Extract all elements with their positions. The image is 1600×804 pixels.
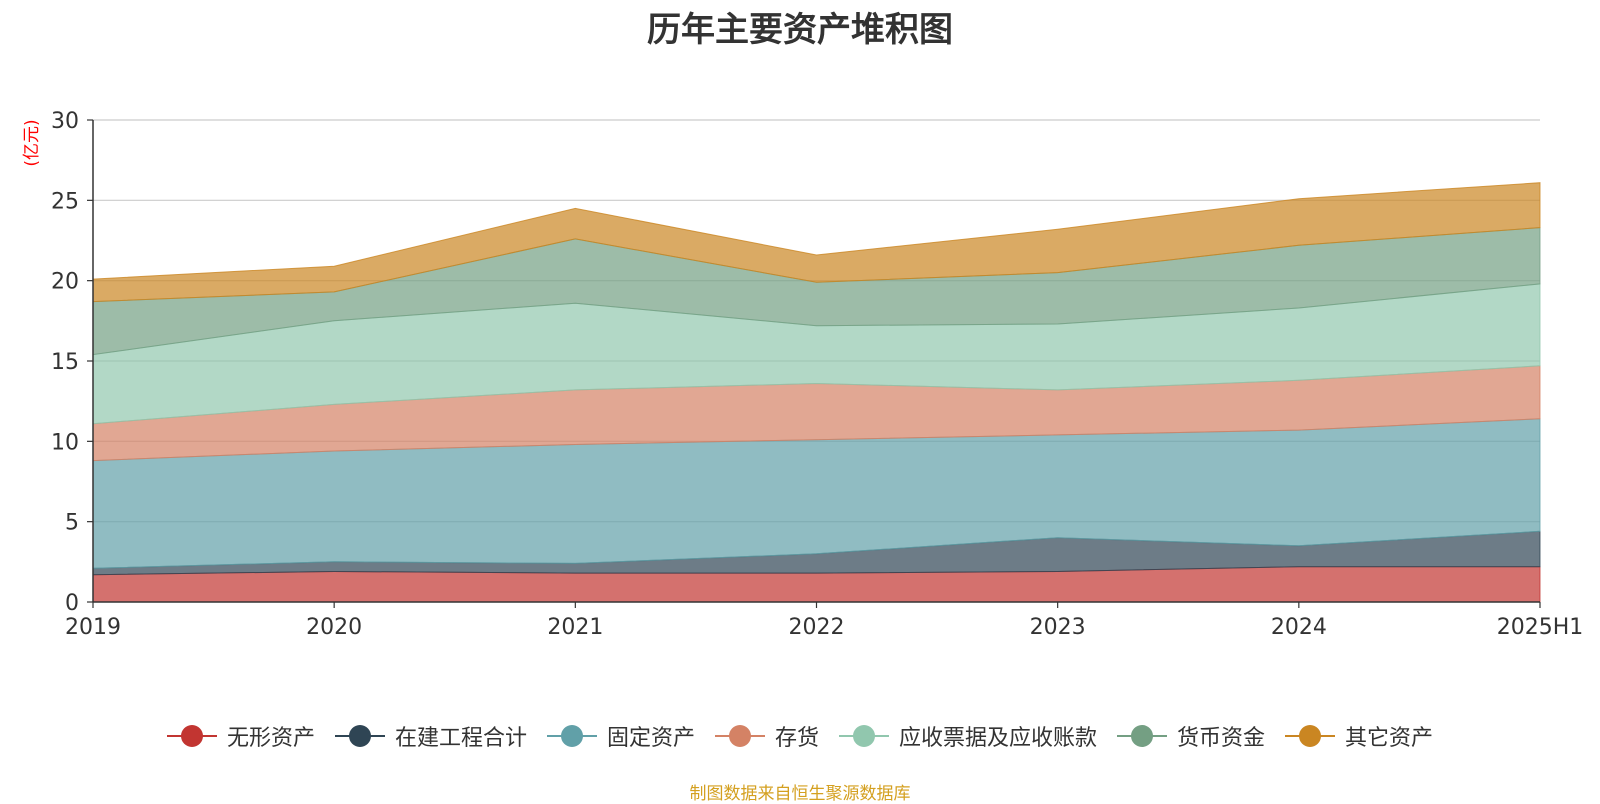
legend-item[interactable]: 货币资金 — [1117, 720, 1265, 752]
y-tick-label: 30 — [51, 109, 79, 134]
legend-marker-icon — [334, 724, 385, 748]
x-tick-label: 2021 — [547, 615, 603, 640]
legend-item[interactable]: 应收票据及应收账款 — [839, 720, 1097, 752]
legend-item[interactable]: 其它资产 — [1285, 720, 1433, 752]
y-tick-label: 5 — [65, 511, 79, 536]
y-tick-label: 25 — [51, 189, 79, 214]
legend-item[interactable]: 在建工程合计 — [334, 720, 527, 752]
y-axis-unit-label: (亿元) — [22, 119, 42, 166]
legend-dot — [1131, 725, 1154, 747]
y-tick-label: 0 — [65, 591, 79, 616]
legend-label: 货币资金 — [1177, 726, 1266, 751]
legend-marker-icon — [714, 724, 765, 748]
legend-marker-icon — [1285, 724, 1336, 748]
legend-item[interactable]: 存货 — [714, 720, 819, 752]
x-tick-label: 2024 — [1271, 615, 1327, 640]
legend-marker-icon — [839, 724, 889, 748]
x-tick-label: 2025H1 — [1497, 615, 1584, 640]
legend-marker-icon — [1117, 724, 1168, 748]
legend-label: 存货 — [774, 726, 819, 751]
x-tick-label: 2020 — [306, 615, 362, 640]
legend-item[interactable]: 无形资产 — [166, 720, 315, 752]
legend-dot — [560, 725, 583, 747]
legend-item[interactable]: 固定资产 — [546, 720, 695, 752]
y-tick-label: 15 — [51, 350, 79, 375]
legend-dot — [348, 725, 371, 747]
axis-layer: 0 5 10 15 20 25 30 2019 2020 2021 2022 2023 2024 2025… — [51, 109, 1583, 640]
legend-marker-icon — [166, 724, 217, 748]
legend: 无形资产 在建工程合计 固定资产 存货 应收票据及应收账款 货币资金 其它资产 — [0, 720, 1600, 752]
legend-marker-icon — [546, 724, 597, 748]
y-tick-label: 10 — [51, 430, 79, 455]
series-area-6 — [92, 182, 1541, 303]
legend-label: 固定资产 — [606, 726, 695, 751]
x-tick-label: 2019 — [65, 615, 121, 640]
legend-dot — [853, 725, 875, 747]
legend-dot — [180, 725, 203, 747]
area-layer — [92, 182, 1541, 603]
legend-dot — [728, 725, 751, 747]
x-tick-label: 2023 — [1030, 615, 1086, 640]
source-note: 制图数据来自恒生聚源数据库 — [689, 784, 911, 804]
legend-label: 应收票据及应收账款 — [899, 726, 1098, 751]
legend-label: 无形资产 — [226, 726, 315, 751]
y-tick-label: 20 — [51, 270, 79, 295]
legend-dot — [1299, 725, 1322, 747]
legend-label: 其它资产 — [1345, 726, 1434, 751]
legend-label: 在建工程合计 — [394, 726, 527, 751]
x-tick-label: 2022 — [789, 615, 845, 640]
chart-title: 历年主要资产堆积图 — [647, 10, 953, 50]
